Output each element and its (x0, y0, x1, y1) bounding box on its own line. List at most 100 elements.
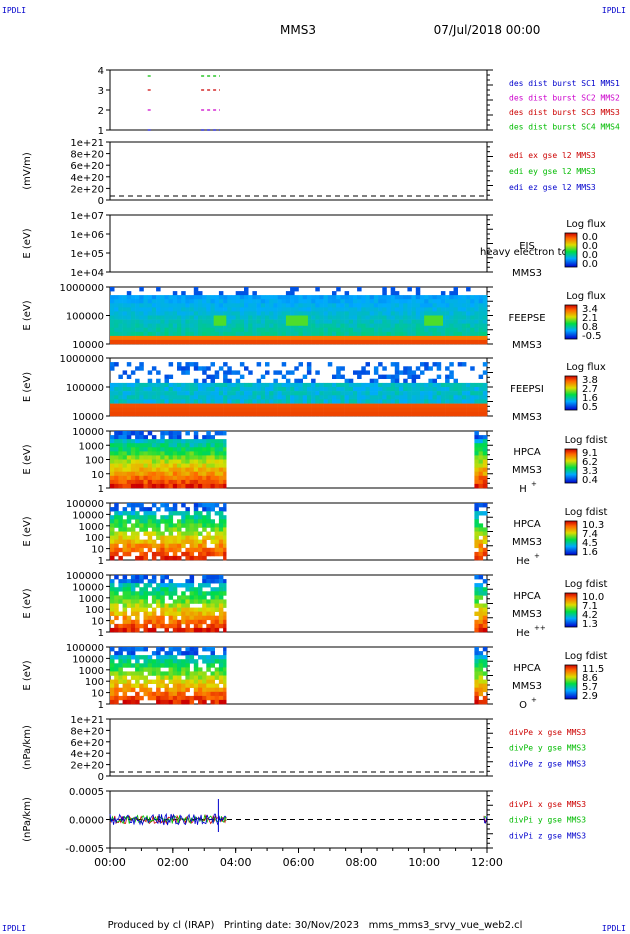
spectrogram-cell (160, 611, 165, 616)
spectrogram-cell (311, 339, 316, 345)
spectrogram-cell (474, 439, 479, 444)
spectrogram-cell (382, 291, 387, 296)
spectrogram-cell (193, 503, 199, 508)
spectrogram-cell (130, 339, 136, 345)
spectrogram-cell (160, 335, 165, 341)
spectrogram-cell (407, 315, 412, 320)
spectrogram-cell (118, 483, 123, 489)
spectrogram-cell (193, 519, 199, 524)
spectrogram-cell (482, 323, 488, 328)
spectrogram-cell (432, 395, 437, 400)
spectrogram-cell (482, 319, 488, 324)
spectrogram-cell (445, 339, 450, 345)
spectrogram-cell (223, 395, 228, 400)
spectrogram-cell (223, 671, 227, 676)
spectrogram-cell (361, 382, 366, 388)
spectrogram-cell (164, 443, 169, 448)
spectrogram-cell (223, 455, 227, 460)
spectrogram-cell (348, 399, 354, 404)
spectrogram-cell (110, 307, 115, 312)
spectrogram-cell (478, 623, 484, 629)
spectrogram-cell (223, 303, 228, 308)
spectrogram-cell (198, 471, 203, 477)
spectrogram-cell (378, 407, 383, 413)
spectrogram-cell (151, 311, 157, 316)
spectrogram-cell (474, 315, 479, 320)
spectrogram-cell (399, 327, 404, 333)
spectrogram-cell (168, 531, 174, 536)
spectrogram-cell (277, 315, 283, 320)
y-tick-label: 10000 (72, 654, 104, 665)
spectrogram-cell (373, 339, 379, 345)
spectrogram-cell (436, 295, 442, 300)
spectrogram-cell (198, 655, 203, 660)
spectrogram-cell (411, 303, 417, 308)
spectrogram-cell (147, 663, 153, 668)
spectrogram-cell (428, 339, 433, 345)
spectrogram-cell (327, 403, 333, 408)
spectrogram-cell (193, 435, 199, 440)
spectrogram-cell (440, 335, 446, 341)
spectrogram-cell (365, 319, 370, 324)
spectrogram-cell (478, 651, 484, 656)
spectrogram-cell (218, 507, 224, 512)
spectrogram-cell (168, 411, 174, 417)
spectrogram-cell (482, 551, 488, 557)
y-tick-label: 2 (98, 106, 104, 117)
spectrogram-cell (151, 403, 157, 408)
spectrogram-cell (260, 395, 266, 400)
spectrogram-cell (478, 451, 484, 456)
spectrogram-cell (130, 323, 136, 328)
spectrogram-cell (189, 382, 195, 388)
spectrogram-cell (290, 303, 295, 308)
spectrogram-cell (252, 327, 257, 333)
spectrogram-cell (193, 555, 199, 561)
spectrogram-cell (344, 403, 350, 408)
spectrogram-cell (130, 447, 136, 452)
spectrogram-cell (189, 551, 195, 557)
spectrogram-cell (189, 523, 195, 528)
spectrogram-cell (122, 695, 128, 701)
spectrogram-cell (214, 619, 220, 625)
spectrogram-cell (474, 687, 479, 693)
spectrogram-cell (311, 403, 316, 408)
spectrogram-cell (327, 391, 333, 396)
spectrogram-cell (193, 391, 199, 396)
spectrogram-cell (378, 395, 383, 400)
spectrogram-cell (453, 315, 458, 320)
spectrogram-cell (210, 331, 215, 337)
spectrogram-cell (298, 295, 303, 300)
spectrogram-cell (143, 447, 148, 452)
spectrogram-cell (218, 687, 224, 693)
spectrogram-cell (135, 459, 140, 464)
spectrogram-cell (156, 523, 161, 528)
spectrogram-cell (302, 323, 308, 328)
spectrogram-cell (126, 335, 132, 341)
spectrogram-cell (147, 467, 153, 472)
spectrogram-cell (420, 335, 425, 341)
spectrogram-cell (306, 366, 312, 371)
spectrogram-cell (151, 366, 157, 371)
spectrogram-cell (478, 323, 484, 328)
spectrogram-cell (151, 575, 157, 580)
spectrogram-cell (218, 339, 224, 345)
spectrogram-cell (420, 307, 425, 312)
spectrogram-cell (378, 311, 383, 316)
species-charge: ++ (534, 624, 546, 632)
y-tick-label: 2e+20 (70, 184, 104, 195)
spectrogram-cell (365, 407, 370, 413)
spectrogram-cell (482, 683, 488, 688)
spectrogram-cell (181, 467, 186, 472)
spectrogram-cell (126, 303, 132, 308)
spectrogram-cell (482, 663, 488, 668)
spectrogram-cell (172, 523, 178, 528)
spectrogram-cell (311, 315, 316, 320)
spectrogram-cell (156, 671, 161, 676)
spectrogram-cell (114, 459, 119, 464)
spectrogram-cell (168, 399, 174, 404)
spectrogram-cell (202, 395, 207, 400)
spectrogram-cell (114, 511, 119, 516)
spectrogram-cell (424, 303, 429, 308)
spectrogram-cell (193, 459, 199, 464)
spectrogram-cell (436, 395, 442, 400)
